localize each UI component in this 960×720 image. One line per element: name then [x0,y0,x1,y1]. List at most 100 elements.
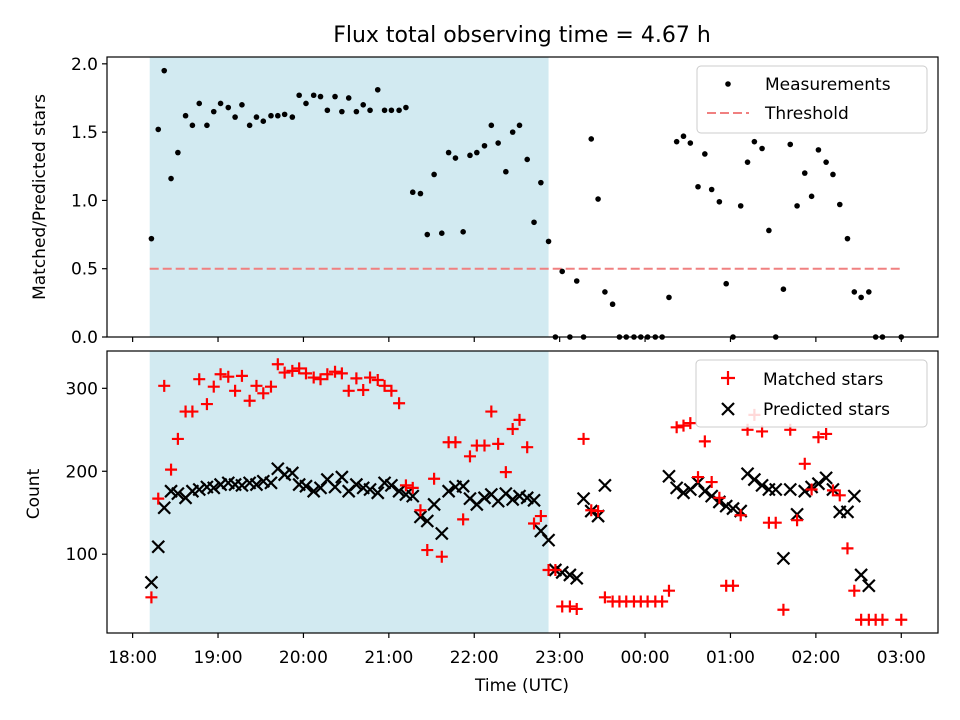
matched-star-point [820,427,833,440]
predicted-star-point [349,477,364,492]
measurement-point [260,118,267,124]
measurement-point [388,107,395,114]
measurement-point [367,107,373,114]
measurement-point [723,280,729,287]
matched-star-point [158,379,171,392]
matched-star-point [393,397,406,410]
matched-star-point [705,476,718,489]
measurement-point [815,147,822,153]
matched-star-point [449,436,462,449]
predicted-star-point [598,478,612,493]
x-tick-label: 03:00 [877,648,926,668]
predicted-star-point [783,482,798,497]
top-y-axis-label: Matched/Predicted stars [30,94,50,300]
predicted-star-point [797,484,812,498]
matched-star-point [235,369,248,382]
matched-star-point [271,358,284,371]
matched-star-point [485,405,498,418]
predicted-star-point [726,501,740,516]
legend-measurements-label: Measurements [765,75,891,95]
predicted-star-point [698,484,712,498]
measurement-point [751,138,758,145]
y-tick-label: 2.0 [71,55,98,75]
predicted-star-point [335,470,349,484]
x-tick-label: 22:00 [450,648,499,668]
matched-star-point [364,371,377,384]
bottom-legend: Matched stars Predicted stars [695,359,928,428]
x-tick-label: 18:00 [108,648,157,668]
measurement-point [716,198,723,205]
predicted-star-point [477,491,492,505]
y-tick-label: 0.5 [71,260,98,280]
predicted-star-point [370,486,385,500]
matched-star-point [421,544,434,557]
matched-star-point [833,489,846,502]
measurement-point [766,227,772,234]
predicted-star-point [527,493,541,508]
matched-star-point [406,481,419,494]
matched-star-point [841,542,854,555]
matched-star-point [200,398,213,411]
matched-star-point [350,372,363,385]
matched-star-point [769,516,782,529]
measurement-point [851,289,858,295]
matched-star-point [521,441,534,454]
predicted-star-point [776,551,791,566]
matched-star-point [463,450,476,463]
predicted-star-point [249,477,264,492]
matched-star-point [570,602,583,615]
measurement-point [467,152,473,159]
matched-star-point [534,510,547,523]
matched-star-point [222,370,235,383]
measurement-point [559,268,566,275]
measurement-point [509,129,516,135]
measurement-point [182,112,189,119]
predicted-star-point [427,497,441,512]
measurement-point [602,289,608,295]
predicted-star-point [392,484,406,498]
matched-star-point [598,591,611,604]
measurement-point [339,108,345,115]
matched-star-point [457,513,470,526]
measurement-point [481,142,488,149]
measurement-point [524,156,530,163]
measurement-point [866,289,872,295]
matched-star-point [563,600,576,613]
matched-star-point [229,384,242,397]
predicted-star-point [363,482,377,497]
predicted-star-point [704,489,719,503]
measurement-point [332,93,338,100]
matched-star-point [592,505,605,518]
measurement-point [737,203,744,209]
bottom-y-axis-label: Count [24,468,44,519]
matched-star-point [414,504,427,517]
y-tick-label: 300 [66,379,98,399]
measurement-point [445,149,452,156]
matched-star-point [506,422,519,435]
matched-star-point [734,509,747,522]
top-x-ticks [132,337,902,342]
measurement-point [858,294,864,301]
matched-star-point [145,591,158,604]
measurement-point [155,126,162,133]
predicted-star-point [413,510,428,524]
predicted-star-point [755,478,769,493]
measurement-point [148,235,155,242]
measurement-point [708,186,715,193]
x-axis-label: Time (UTC) [474,676,569,696]
predicted-star-point [676,486,691,500]
bottom-x-axis: 18:00 19:00 20:00 21:00 22:00 23:00 00:00 01:00… [108,633,926,668]
measurement-point [452,155,459,161]
measurement-point [531,219,537,226]
legend-measurements-marker [725,81,731,87]
measurement-point [253,114,260,120]
matched-star-point [264,380,277,393]
matched-star-point [848,584,861,597]
predicted-star-point [151,539,166,554]
matched-star-point [698,435,711,448]
predicted-star-point [420,514,435,528]
matched-star-point [307,371,320,384]
measurement-point [545,238,552,245]
measurement-point [381,107,388,114]
matched-star-point [207,380,220,393]
